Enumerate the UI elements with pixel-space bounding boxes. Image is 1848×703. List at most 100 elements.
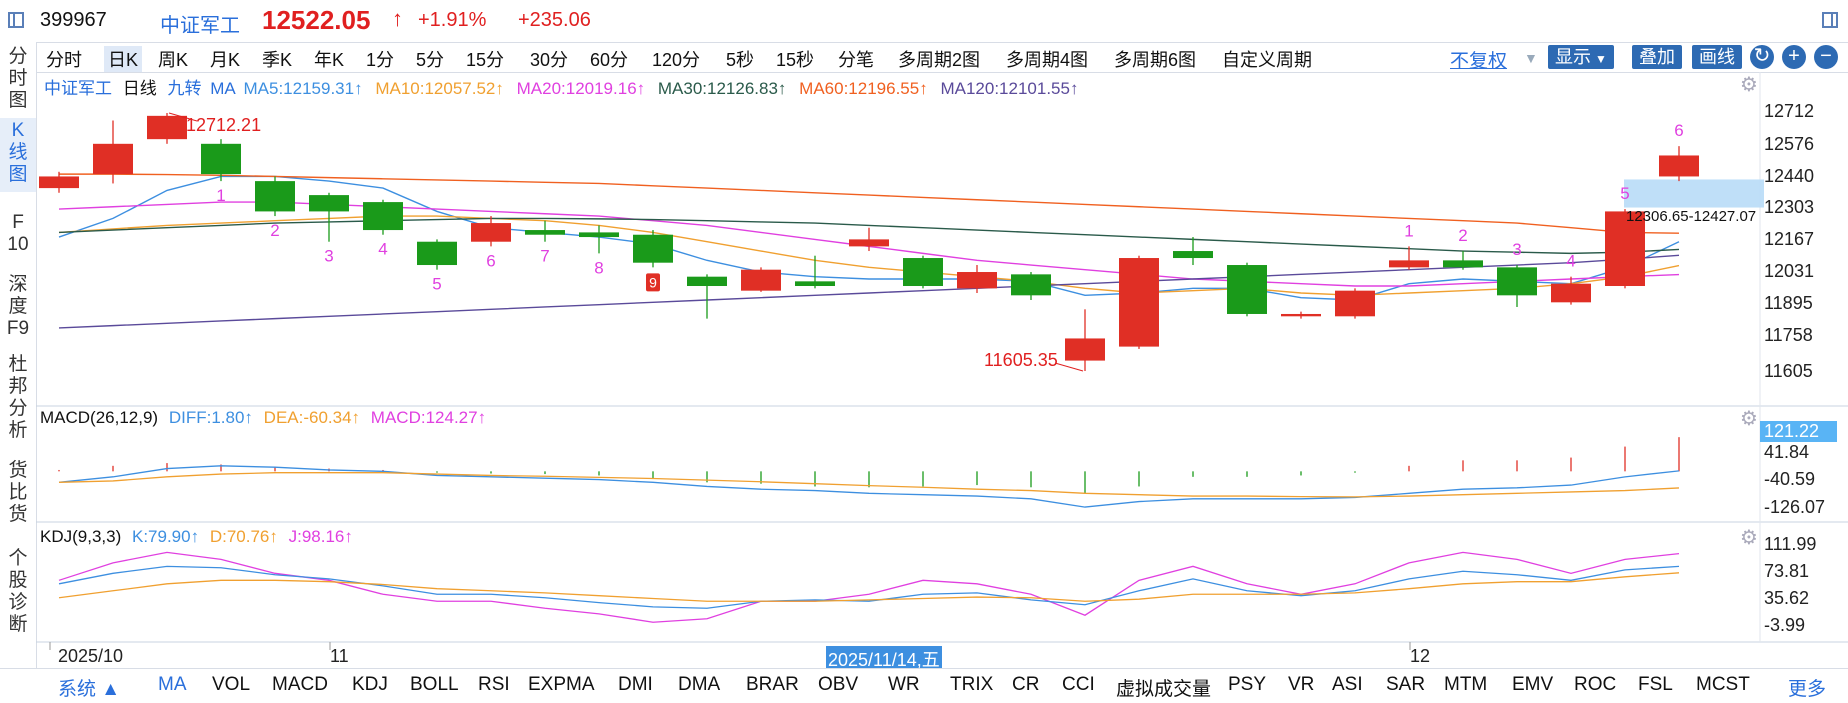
more-indicators-link[interactable]: 更多 xyxy=(1788,679,1827,700)
indicator-ma[interactable]: MA xyxy=(158,674,187,695)
indicator-dmi[interactable]: DMI xyxy=(618,674,653,695)
low-price-label: 11605.35 xyxy=(984,350,1058,370)
refresh-icon[interactable]: ↻ xyxy=(1750,45,1774,69)
indicator-emv[interactable]: EMV xyxy=(1512,674,1554,695)
tab-kline[interactable]: K 线 图 xyxy=(0,118,36,192)
overlay-button[interactable]: 叠加 xyxy=(1632,45,1682,69)
candle-body xyxy=(903,258,943,287)
date-label: 12 xyxy=(1410,646,1431,666)
td-count-label: 4 xyxy=(1566,252,1575,271)
period-5min[interactable]: 5分 xyxy=(416,50,445,70)
tab-depth-f9[interactable]: 深 度 F9 xyxy=(6,274,30,339)
legend-ma[interactable]: MA xyxy=(210,79,235,98)
period-monthly[interactable]: 月K xyxy=(210,50,241,70)
period-tick[interactable]: 分笔 xyxy=(838,50,874,70)
indicator-obv[interactable]: OBV xyxy=(818,674,859,695)
indicator-sar[interactable]: SAR xyxy=(1386,674,1426,695)
period-multi2[interactable]: 多周期2图 xyxy=(898,50,981,70)
period-15sec[interactable]: 15秒 xyxy=(776,50,815,70)
expand-icon[interactable] xyxy=(1822,12,1838,28)
legend-ma20: MA20:12019.16↑ xyxy=(516,79,646,98)
macd-diff-line xyxy=(58,465,1680,508)
indicator-psy[interactable]: PSY xyxy=(1228,674,1267,695)
tab-f10[interactable]: F 10 xyxy=(7,212,29,255)
tab-compare[interactable]: 货 比 货 xyxy=(8,460,28,525)
tab-diagnosis[interactable]: 个 股 诊 断 xyxy=(8,548,28,635)
period-weekly[interactable]: 周K xyxy=(158,50,189,70)
legend-ma120: MA120:12101.55↑ xyxy=(940,79,1079,98)
window-icon[interactable] xyxy=(8,12,24,28)
indicator-macd[interactable]: MACD xyxy=(272,674,328,695)
zoom-out-icon[interactable]: − xyxy=(1814,45,1838,69)
range-selection-label: 12306.65-12427.07 xyxy=(1626,208,1757,225)
indicator-rsi[interactable]: RSI xyxy=(478,674,510,695)
macd-settings-gear-icon[interactable]: ⚙ xyxy=(1740,408,1758,430)
period-yearly[interactable]: 年K xyxy=(314,50,345,70)
zoom-in-icon[interactable]: + xyxy=(1782,45,1806,69)
macd-tick-current: 121.22 xyxy=(1760,421,1838,442)
indicator-vol[interactable]: VOL xyxy=(212,674,251,695)
period-1min[interactable]: 1分 xyxy=(366,50,395,70)
indicator-cci[interactable]: CCI xyxy=(1062,674,1095,695)
period-custom[interactable]: 自定义周期 xyxy=(1222,50,1312,70)
td-count-label: 9 xyxy=(649,274,657,290)
indicator-kdj[interactable]: KDJ xyxy=(352,674,388,695)
up-arrow-icon: ↑ xyxy=(392,6,403,31)
fuquan-chevron-down-icon[interactable]: ▼ xyxy=(1524,50,1538,66)
range-selection-box xyxy=(1624,179,1764,208)
indicator-mtm[interactable]: MTM xyxy=(1444,674,1488,695)
td-nine-marker xyxy=(646,273,660,292)
td-count-label: 4 xyxy=(378,240,387,259)
indicator-mcst[interactable]: MCST xyxy=(1696,674,1750,695)
kdj-tick: 111.99 xyxy=(1764,534,1817,554)
candle-body xyxy=(147,115,187,140)
indicator-brar[interactable]: BRAR xyxy=(746,674,799,695)
indicator-wr[interactable]: WR xyxy=(888,674,920,695)
fuquan-dropdown[interactable]: 不复权 xyxy=(1450,51,1508,72)
candle-body xyxy=(309,195,349,212)
candle-body xyxy=(687,276,727,287)
date-label: 2025/10 xyxy=(58,646,124,666)
td-count-label: 3 xyxy=(324,247,333,266)
period-120min[interactable]: 120分 xyxy=(652,50,701,70)
period-fenshi[interactable]: 分时 xyxy=(46,50,82,70)
draw-line-button[interactable]: 画线 xyxy=(1692,45,1742,69)
indicator-dma[interactable]: DMA xyxy=(678,674,721,695)
period-daily[interactable]: 日K xyxy=(104,46,143,72)
indicator-virtual-volume[interactable]: 虚拟成交量 xyxy=(1116,679,1212,700)
td-count-label: 5 xyxy=(1620,184,1629,203)
price-tick: 12576 xyxy=(1764,134,1815,154)
period-5sec[interactable]: 5秒 xyxy=(726,50,755,70)
macd-tick: -40.59 xyxy=(1764,469,1816,489)
period-multi4[interactable]: 多周期4图 xyxy=(1006,50,1089,70)
tab-dupont[interactable]: 杜 邦 分 析 xyxy=(8,354,28,441)
macd-dea-line xyxy=(58,472,1680,498)
kdj-d-line xyxy=(58,572,1680,602)
kdj-settings-gear-icon[interactable]: ⚙ xyxy=(1740,527,1758,549)
indicator-expma[interactable]: EXPMA xyxy=(528,674,595,695)
legend-period: 日线 xyxy=(122,79,157,98)
price-settings-gear-icon[interactable]: ⚙ xyxy=(1740,74,1758,96)
indicator-system[interactable]: 系统 ▲ xyxy=(58,679,121,700)
macd-legend: MACD(26,12,9) DIFF:1.80↑ DEA:-60.34↑ MAC… xyxy=(40,408,486,428)
indicator-cr[interactable]: CR xyxy=(1012,674,1040,695)
indicator-roc[interactable]: ROC xyxy=(1574,674,1617,695)
ma-legend: 中证军工 日线 九转 MA MA5:12159.31↑ MA10:12057.5… xyxy=(44,74,1078,99)
indicator-vr[interactable]: VR xyxy=(1288,674,1315,695)
period-quarterly[interactable]: 季K xyxy=(262,50,293,70)
candle-body xyxy=(363,202,403,231)
tab-timeshare[interactable]: 分 时 图 xyxy=(8,46,28,111)
period-30min[interactable]: 30分 xyxy=(530,50,569,70)
indicator-boll[interactable]: BOLL xyxy=(410,674,459,695)
indicator-asi[interactable]: ASI xyxy=(1332,674,1363,695)
period-15min[interactable]: 15分 xyxy=(466,50,505,70)
indicator-fsl[interactable]: FSL xyxy=(1638,674,1673,695)
indicator-trix[interactable]: TRIX xyxy=(950,674,994,695)
period-multi6[interactable]: 多周期6图 xyxy=(1114,50,1197,70)
show-button[interactable]: 显示 ▼ xyxy=(1548,45,1614,69)
period-60min[interactable]: 60分 xyxy=(590,50,629,70)
td-count-label: 2 xyxy=(1458,226,1467,245)
legend-jiuzhuan[interactable]: 九转 xyxy=(167,79,202,98)
change-amount: +235.06 xyxy=(518,9,591,31)
